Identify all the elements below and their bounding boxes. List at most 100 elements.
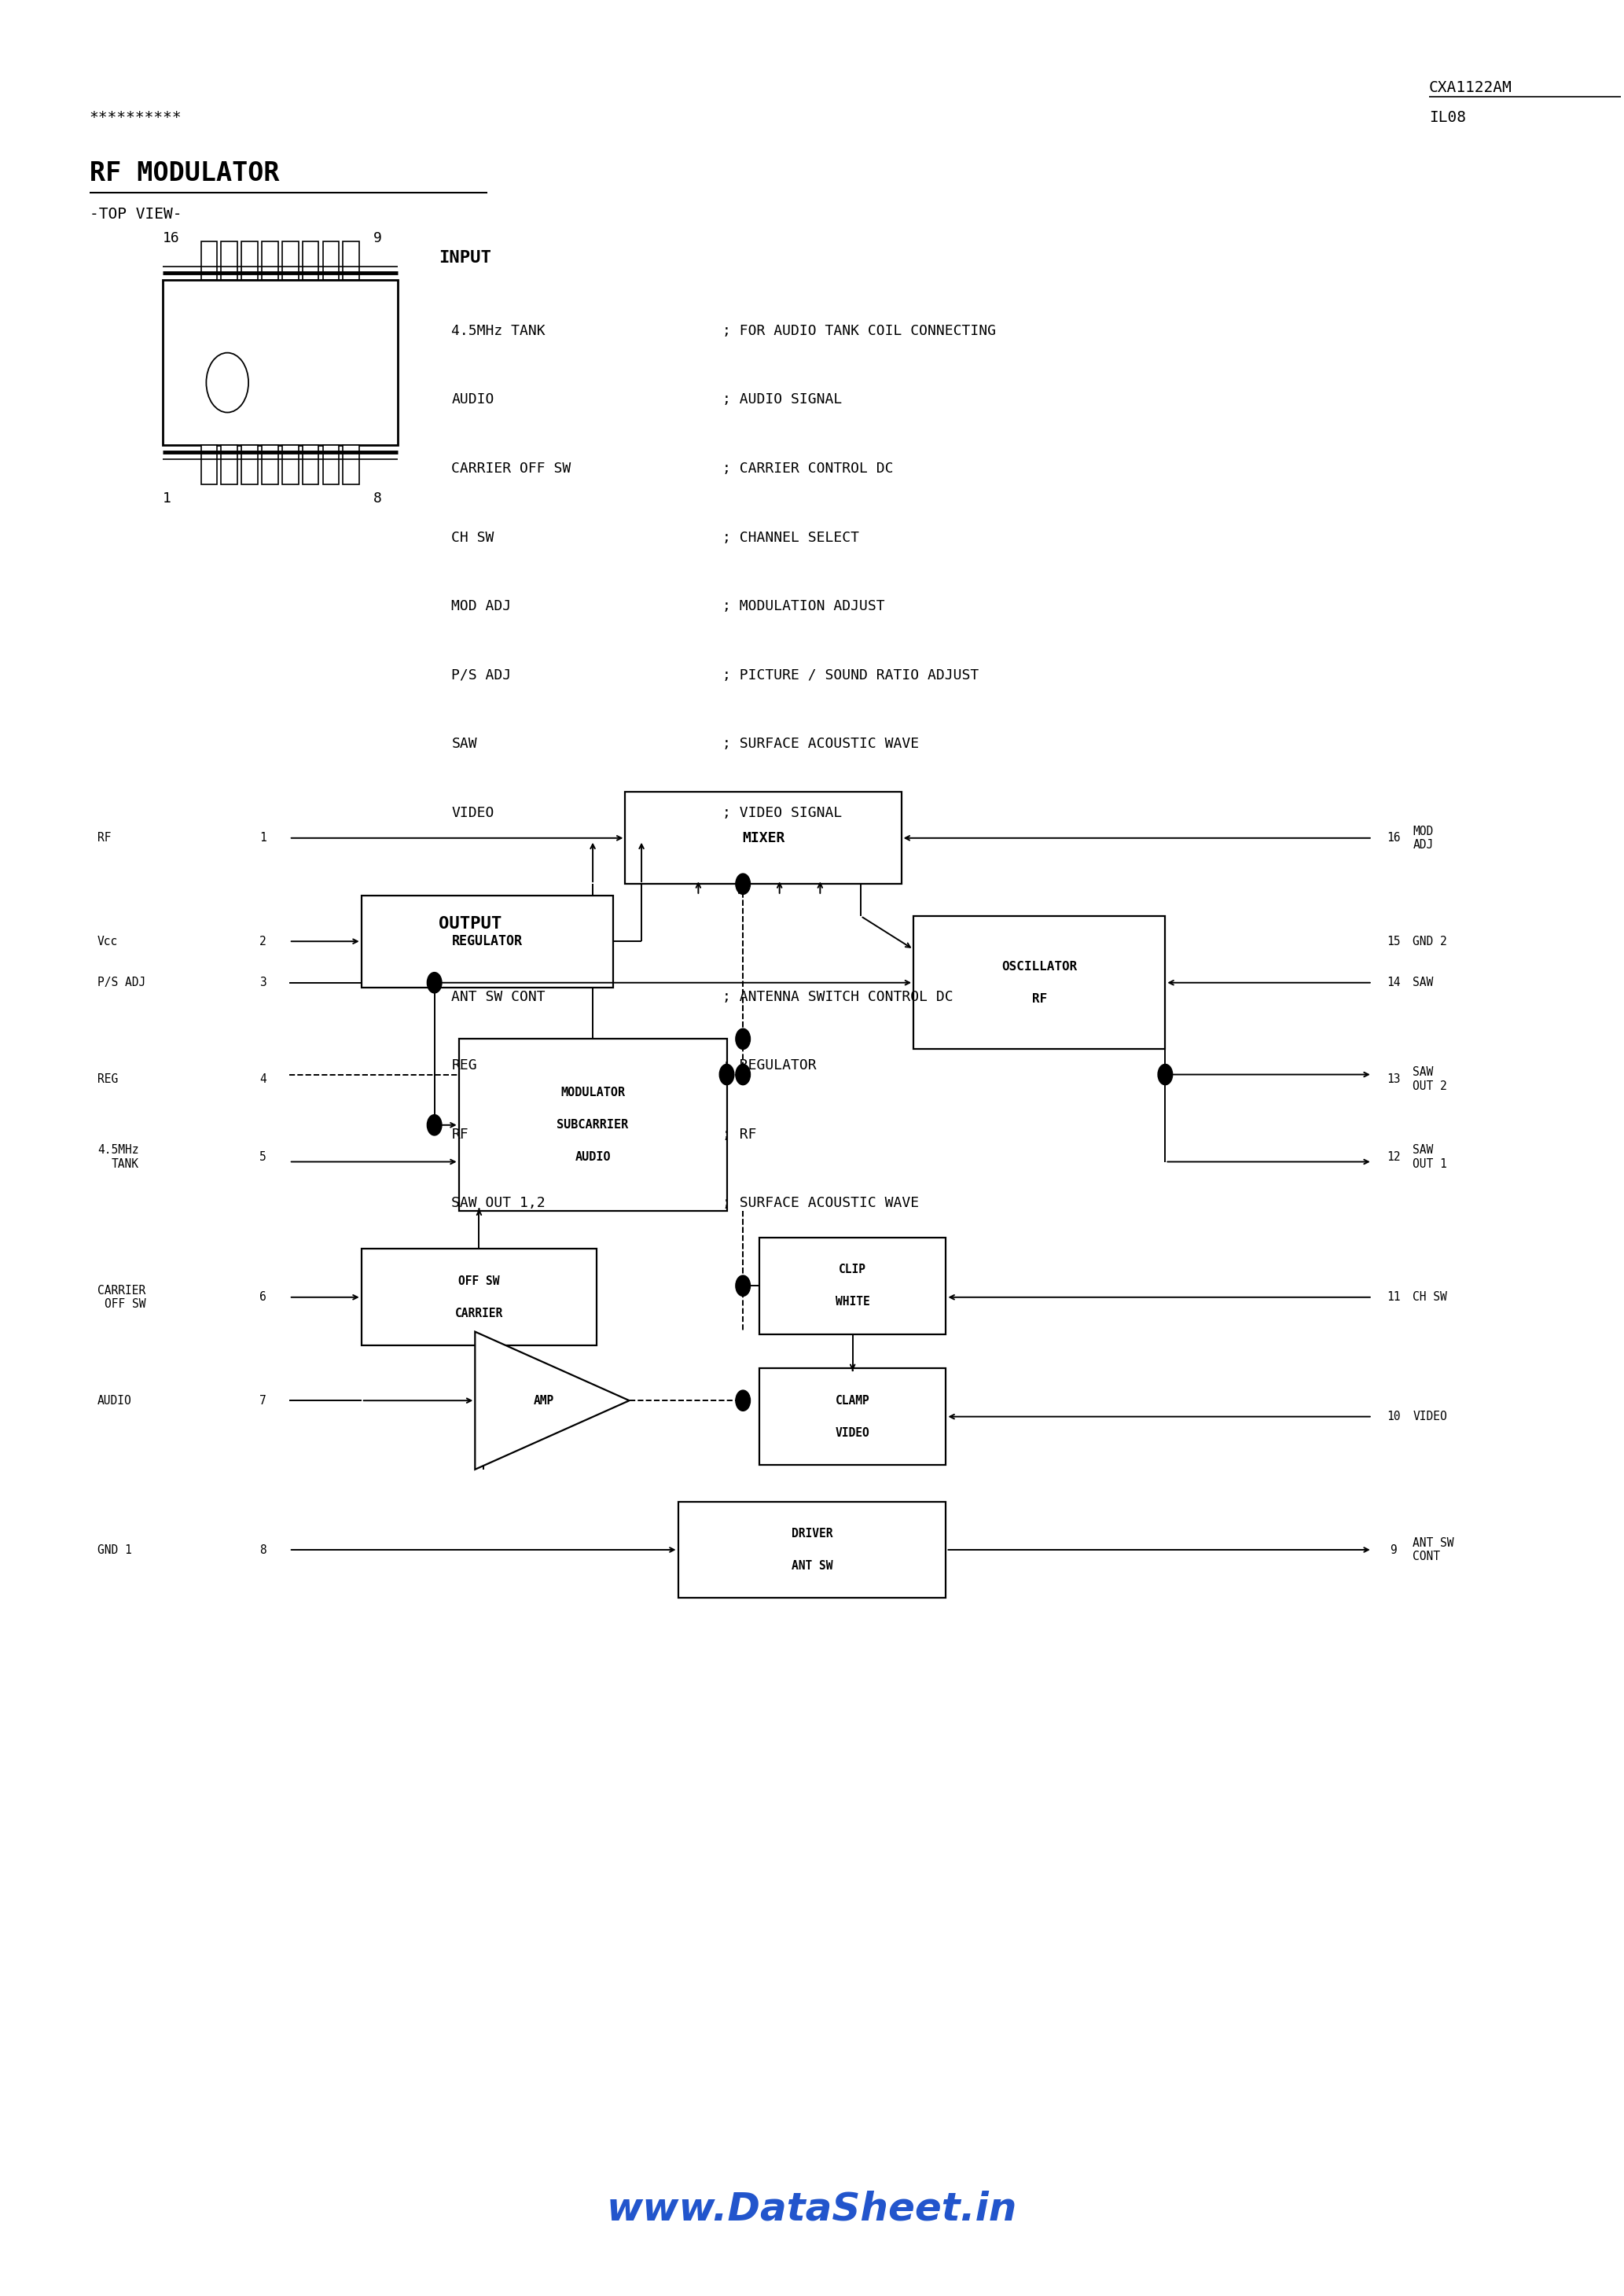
Polygon shape [476, 1332, 630, 1469]
Text: 1: 1 [260, 831, 266, 845]
Text: RF: RF [1031, 992, 1047, 1006]
Text: www.DataSheet.in: www.DataSheet.in [607, 2190, 1017, 2227]
Text: 9: 9 [1390, 1543, 1397, 1557]
Text: ANT SW: ANT SW [791, 1559, 833, 1573]
Circle shape [719, 1063, 734, 1086]
Bar [679, 1502, 947, 1598]
Bar [302, 445, 318, 484]
Bar [361, 895, 614, 987]
Circle shape [427, 974, 442, 994]
Text: CARRIER: CARRIER [455, 1306, 503, 1320]
Bar [242, 241, 258, 280]
Text: AUDIO: AUDIO [451, 393, 494, 406]
Text: ; FOR AUDIO TANK COIL CONNECTING: ; FOR AUDIO TANK COIL CONNECTING [723, 324, 996, 338]
Text: AUDIO: AUDIO [97, 1394, 132, 1407]
Text: GND 2: GND 2 [1413, 934, 1447, 948]
Text: CARRIER
OFF SW: CARRIER OFF SW [97, 1283, 146, 1311]
Text: OFF SW: OFF SW [458, 1274, 500, 1288]
Text: 11: 11 [1387, 1290, 1400, 1304]
Text: 2: 2 [260, 934, 266, 948]
Text: MOD
ADJ: MOD ADJ [1413, 824, 1434, 852]
Text: 3: 3 [260, 976, 266, 990]
Bar [343, 241, 359, 280]
Bar [221, 241, 237, 280]
Text: ; AUDIO SIGNAL: ; AUDIO SIGNAL [723, 393, 843, 406]
Text: 8: 8 [374, 491, 382, 505]
Circle shape [206, 354, 248, 413]
Text: INPUT: INPUT [438, 250, 490, 266]
Text: REG: REG [451, 1058, 477, 1072]
Text: ; PICTURE / SOUND RATIO ADJUST: ; PICTURE / SOUND RATIO ADJUST [723, 668, 979, 682]
Text: CLAMP: CLAMP [835, 1394, 870, 1407]
Text: 7: 7 [260, 1394, 266, 1407]
Text: ; REGULATOR: ; REGULATOR [723, 1058, 817, 1072]
Circle shape [736, 872, 750, 895]
Text: 13: 13 [1387, 1072, 1400, 1086]
Bar [221, 445, 237, 484]
Bar [162, 280, 398, 445]
Text: RF: RF [97, 831, 110, 845]
Text: 16: 16 [1387, 831, 1400, 845]
Text: OSCILLATOR: OSCILLATOR [1002, 960, 1077, 974]
Text: RF MODULATOR: RF MODULATOR [89, 161, 279, 186]
Bar [242, 445, 258, 484]
Bar [302, 241, 318, 280]
Text: ; MODULATION ADJUST: ; MODULATION ADJUST [723, 599, 885, 613]
Text: CARRIER OFF SW: CARRIER OFF SW [451, 461, 572, 475]
Bar [625, 792, 901, 884]
Bar [361, 1249, 596, 1345]
Text: RF: RF [451, 1127, 469, 1141]
Text: AMP: AMP [534, 1394, 554, 1407]
Circle shape [427, 1114, 442, 1137]
Text: 5: 5 [260, 1150, 266, 1164]
Text: P/S ADJ: P/S ADJ [451, 668, 512, 682]
Text: 6: 6 [260, 1290, 266, 1304]
Text: 9: 9 [374, 232, 382, 246]
Text: SUBCARRIER: SUBCARRIER [557, 1118, 628, 1132]
Circle shape [736, 1063, 750, 1086]
Text: 1: 1 [162, 491, 171, 505]
Text: 4.5MHz TANK: 4.5MHz TANK [451, 324, 546, 338]
Text: ; RF: ; RF [723, 1127, 757, 1141]
Text: 10: 10 [1387, 1410, 1400, 1424]
Text: ; SURFACE ACOUSTIC WAVE: ; SURFACE ACOUSTIC WAVE [723, 737, 919, 751]
Text: CH SW: CH SW [451, 530, 494, 544]
Text: REG: REG [97, 1072, 119, 1086]
Text: DRIVER: DRIVER [791, 1527, 833, 1541]
Circle shape [736, 1029, 750, 1049]
Text: CH SW: CH SW [1413, 1290, 1447, 1304]
Bar [283, 241, 299, 280]
Bar [283, 445, 299, 484]
Circle shape [736, 1277, 750, 1295]
Bar [760, 1238, 945, 1334]
Circle shape [1158, 1063, 1173, 1086]
Text: P/S ADJ: P/S ADJ [97, 976, 146, 990]
Text: IL08: IL08 [1429, 110, 1466, 126]
Text: 15: 15 [1387, 934, 1400, 948]
Text: CXA1122AM: CXA1122AM [1429, 80, 1512, 96]
Text: ANT SW
CONT: ANT SW CONT [1413, 1536, 1453, 1564]
Bar [913, 916, 1166, 1049]
Text: 14: 14 [1387, 976, 1400, 990]
Text: -TOP VIEW-: -TOP VIEW- [89, 207, 182, 223]
Text: ; VIDEO SIGNAL: ; VIDEO SIGNAL [723, 806, 843, 820]
Text: MIXER: MIXER [742, 831, 784, 845]
Bar [343, 445, 359, 484]
Text: SAW: SAW [451, 737, 477, 751]
Bar [760, 1368, 945, 1465]
Bar [323, 445, 339, 484]
Text: VIDEO: VIDEO [1413, 1410, 1447, 1424]
Bar [201, 445, 218, 484]
Circle shape [736, 1389, 750, 1410]
Text: 8: 8 [260, 1543, 266, 1557]
Bar [323, 241, 339, 280]
Text: SAW: SAW [1413, 976, 1434, 990]
Bar [201, 241, 218, 280]
Text: SAW
OUT 1: SAW OUT 1 [1413, 1143, 1447, 1171]
Text: 4.5MHz
TANK: 4.5MHz TANK [97, 1143, 138, 1171]
Text: ; ANTENNA SWITCH CONTROL DC: ; ANTENNA SWITCH CONTROL DC [723, 990, 953, 1003]
Bar [458, 1038, 728, 1212]
Text: ; SURFACE ACOUSTIC WAVE: ; SURFACE ACOUSTIC WAVE [723, 1196, 919, 1210]
Text: AUDIO: AUDIO [575, 1150, 611, 1164]
Text: SAW
OUT 2: SAW OUT 2 [1413, 1065, 1447, 1093]
